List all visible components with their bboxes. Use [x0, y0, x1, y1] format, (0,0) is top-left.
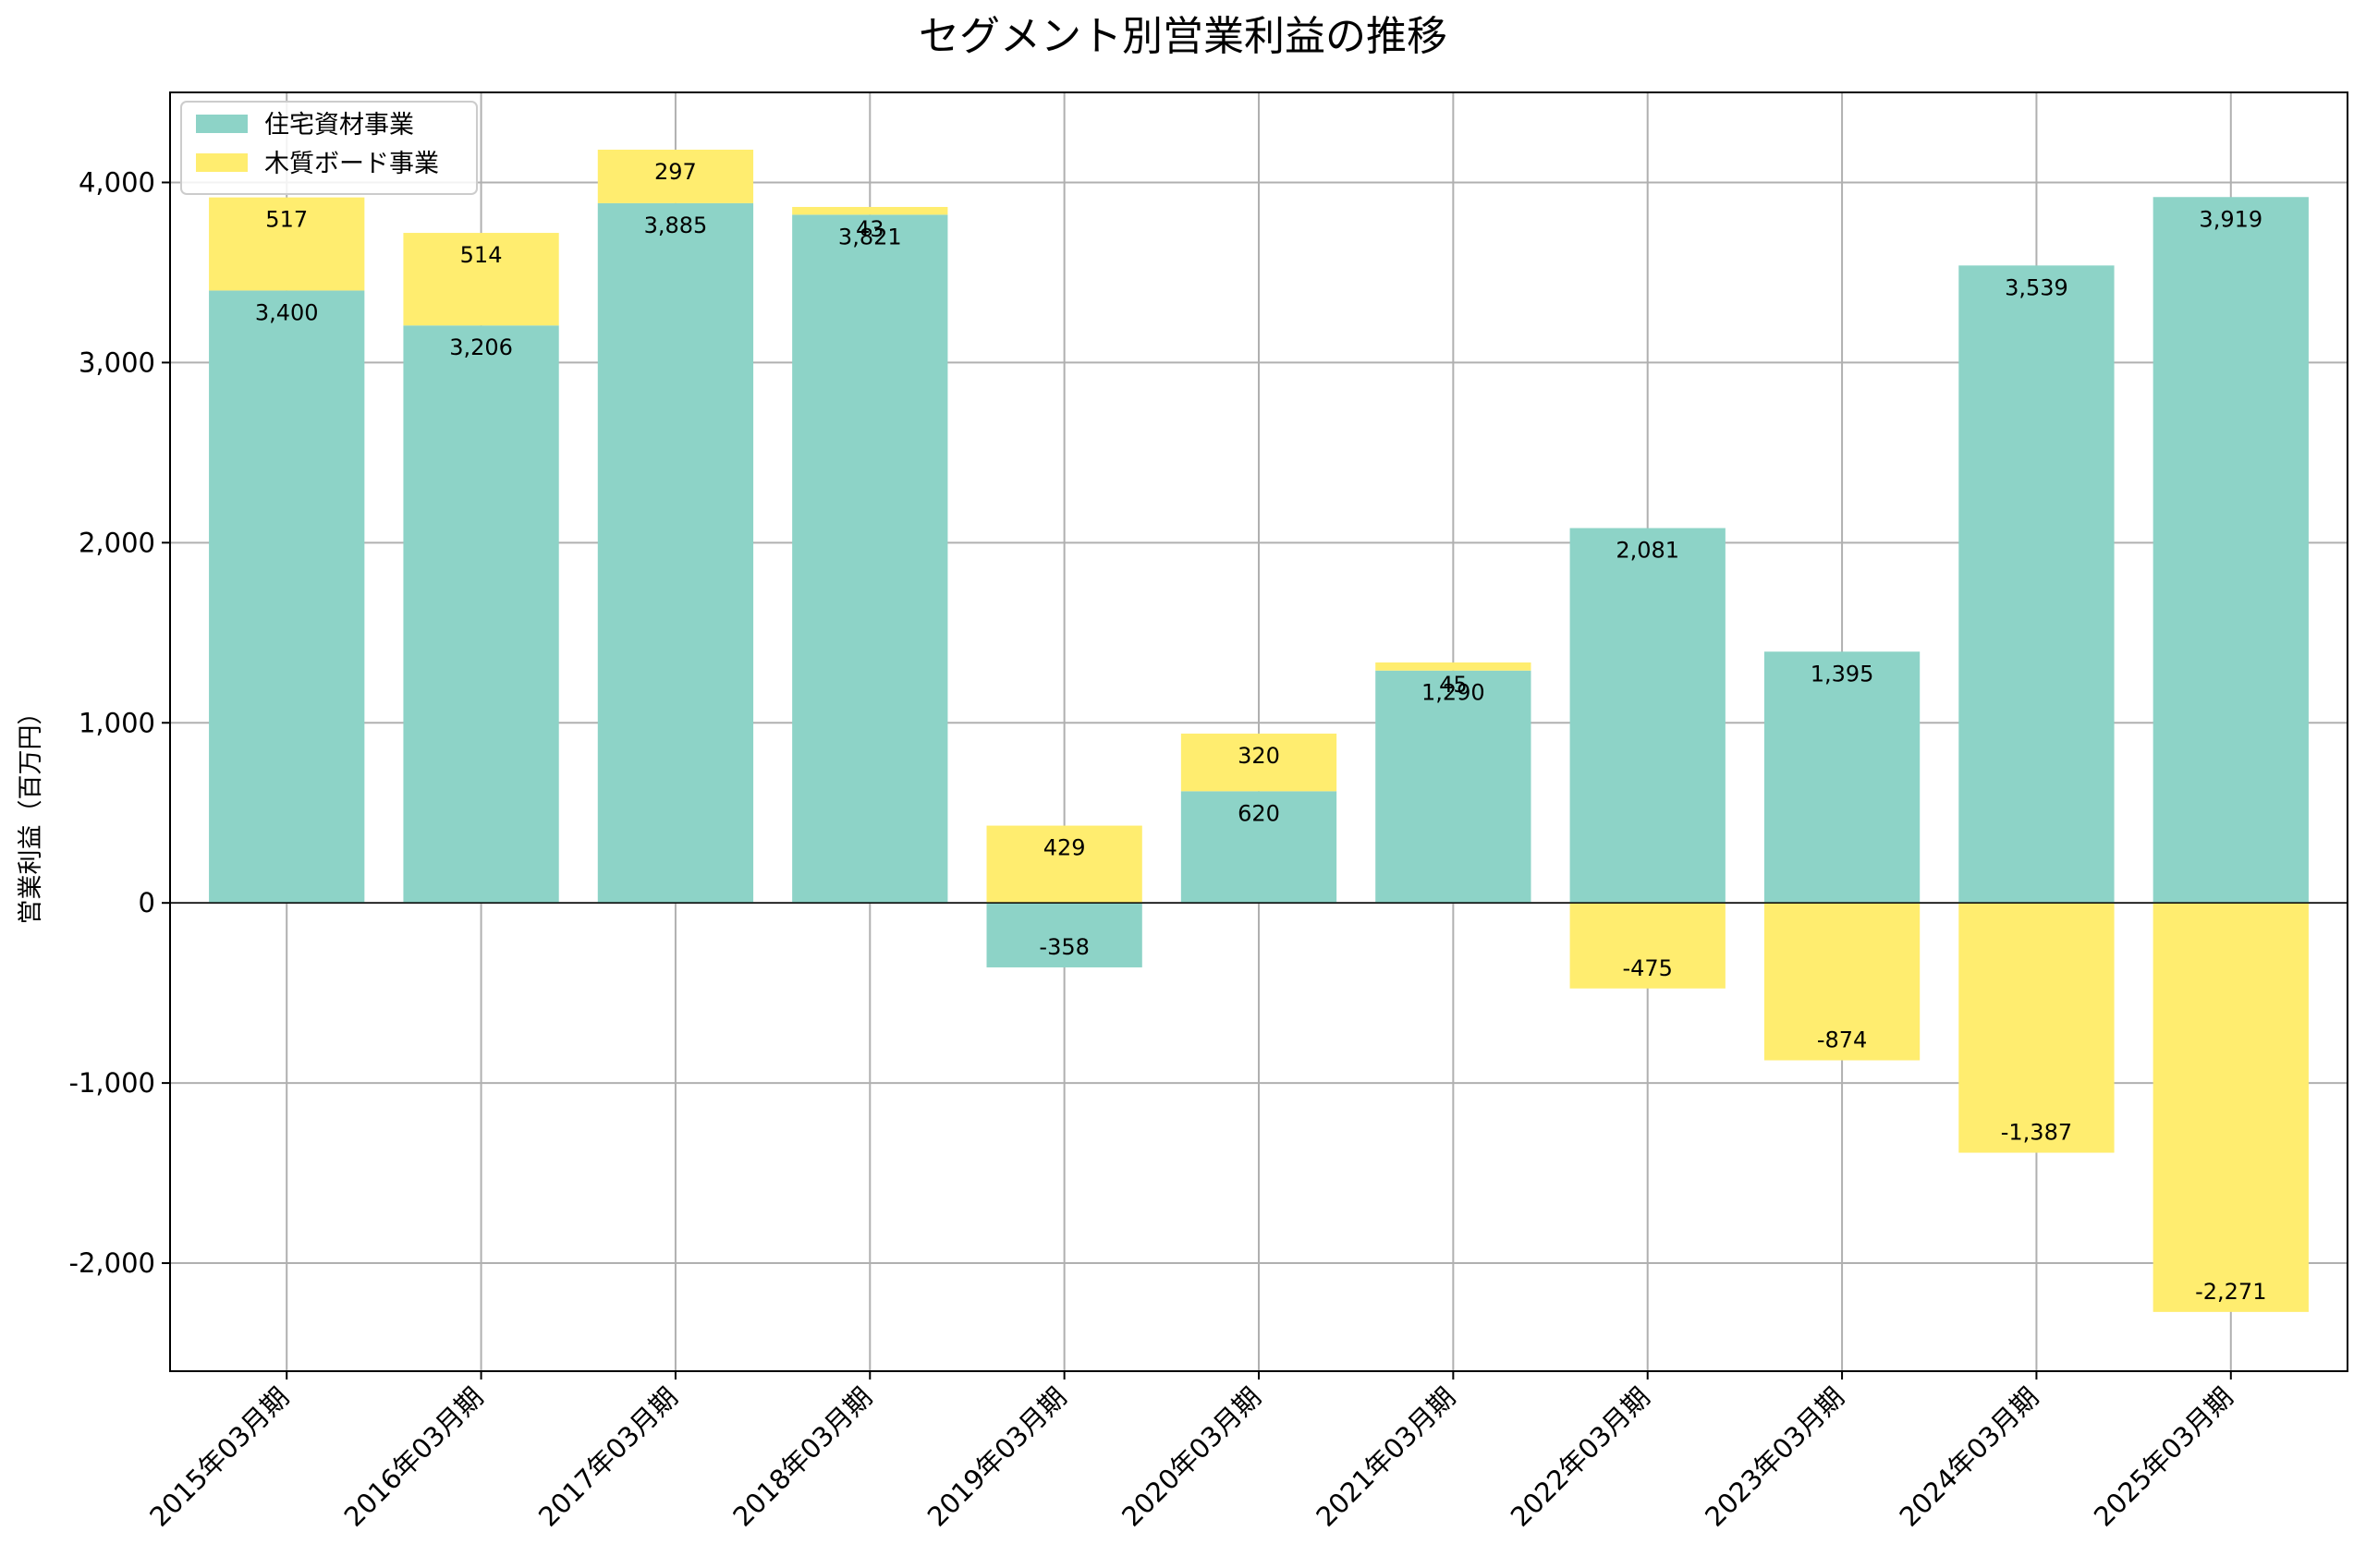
x-tick-label: 2021年03月期 — [1310, 1381, 1461, 1533]
x-tick-label: 2020年03月期 — [1116, 1381, 1267, 1533]
data-label: 3,885 — [644, 213, 708, 238]
data-label: 1,395 — [1811, 661, 1874, 687]
bar-board — [403, 233, 559, 326]
y-axis: -2,000 -1,000 0 1,000 2,000 3,000 4,000 — [69, 166, 170, 1279]
x-tick-label: 2025年03月期 — [2088, 1381, 2239, 1533]
bar-board — [1375, 662, 1531, 671]
bar-housing — [1958, 265, 2115, 904]
bar-board — [1180, 733, 1337, 792]
y-axis-label: 営業利益（百万円） — [17, 700, 45, 925]
bar-housing — [1375, 670, 1531, 904]
bar-board — [1763, 903, 1921, 1061]
bar-board — [209, 197, 365, 291]
bar-board — [597, 149, 754, 203]
bar-housing — [403, 325, 559, 904]
y-tick-label: 3,000 — [79, 346, 155, 378]
legend-label: 住宅資材事業 — [264, 111, 414, 140]
bar-housing — [1763, 651, 1921, 904]
legend-label: 木質ボード事業 — [264, 150, 439, 178]
bar-board — [2153, 903, 2309, 1312]
data-label: 3,821 — [838, 224, 902, 249]
bar-board — [1569, 903, 1726, 989]
bar-housing — [597, 202, 754, 904]
bar-housing — [792, 214, 948, 904]
data-label: 1,290 — [1421, 680, 1485, 706]
y-tick-label: 0 — [139, 887, 155, 918]
data-label: -475 — [1622, 955, 1672, 981]
x-tick-label: 2015年03月期 — [143, 1381, 295, 1533]
legend-box — [180, 101, 478, 195]
bar-housing — [986, 903, 1142, 967]
y-tick-label: 4,000 — [79, 166, 155, 198]
data-label: 3,919 — [2199, 206, 2262, 232]
data-label: -1,387 — [2001, 1120, 2072, 1146]
bars — [209, 149, 2309, 1312]
data-label: 517 — [265, 207, 308, 233]
data-label: 2,081 — [1616, 538, 1679, 564]
y-tick-label: 1,000 — [79, 707, 155, 738]
data-label: 429 — [1043, 835, 1086, 861]
bar-housing — [209, 290, 365, 904]
y-tick-label: 2,000 — [79, 527, 155, 558]
bar-housing — [1180, 791, 1337, 904]
x-axis: 2015年03月期 2016年03月期 2017年03月期 2018年03月期 2019… — [143, 1371, 2239, 1533]
data-label: -358 — [1039, 934, 1089, 960]
bar-board — [1958, 903, 2115, 1153]
x-tick-label: 2022年03月期 — [1505, 1381, 1656, 1533]
bar-board — [792, 206, 948, 215]
data-label: 320 — [1238, 743, 1280, 769]
x-tick-label: 2017年03月期 — [532, 1381, 684, 1533]
y-tick-label: -2,000 — [69, 1247, 156, 1279]
data-label: -2,271 — [2195, 1279, 2266, 1305]
data-label: -874 — [1817, 1027, 1867, 1053]
bar-board — [986, 825, 1142, 904]
data-label: 43 — [856, 216, 884, 242]
x-tick-label: 2018年03月期 — [726, 1381, 878, 1533]
data-label: 297 — [654, 159, 697, 185]
x-tick-label: 2023年03月期 — [1699, 1381, 1850, 1533]
x-tick-label: 2016年03月期 — [338, 1381, 490, 1533]
bar-housing — [2153, 197, 2309, 904]
data-label: 620 — [1238, 800, 1280, 826]
data-label: 3,206 — [449, 334, 513, 360]
data-label: 45 — [1439, 672, 1468, 698]
data-label: 514 — [460, 242, 503, 268]
legend-swatch — [196, 115, 248, 133]
data-label: 3,400 — [255, 299, 319, 325]
x-tick-label: 2019年03月期 — [921, 1381, 1073, 1533]
bar-housing — [1569, 528, 1726, 904]
chart-title: セグメント別営業利益の推移 — [919, 13, 1447, 60]
data-labels: 3,400 3,206 3,885 3,821 -358 620 1,290 2,081 1,3… — [255, 159, 2267, 1305]
x-tick-label: 2024年03月期 — [1894, 1381, 2045, 1533]
y-tick-label: -1,000 — [69, 1067, 156, 1099]
legend-swatch — [196, 153, 248, 172]
data-label: 3,539 — [2005, 274, 2068, 300]
